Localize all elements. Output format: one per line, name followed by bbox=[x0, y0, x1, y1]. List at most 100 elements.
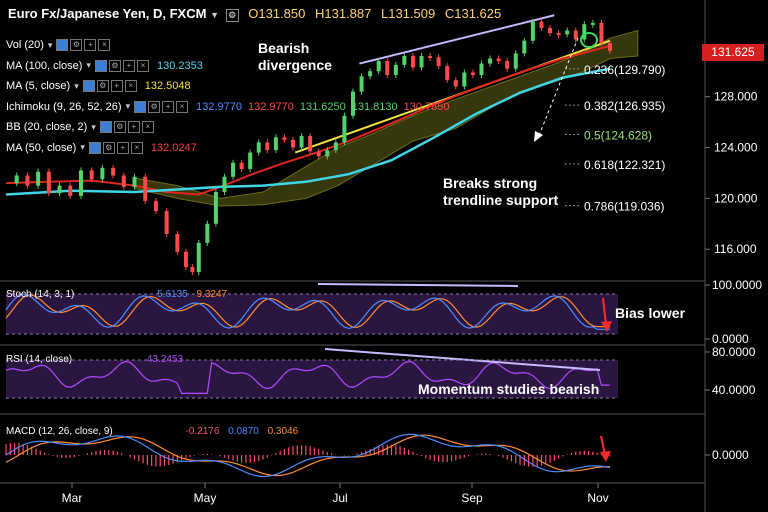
eye-icon[interactable] bbox=[88, 141, 101, 154]
plus-icon[interactable]: + bbox=[110, 80, 123, 93]
candle-body bbox=[205, 223, 210, 243]
candle-body bbox=[470, 72, 475, 76]
macd-signal-value: 0.3046 bbox=[267, 426, 299, 437]
candle-body bbox=[590, 22, 595, 25]
indicator-row[interactable]: MA (100, close) ▾ ⚙ + × 130.2353 bbox=[6, 56, 450, 77]
candle-body bbox=[402, 55, 407, 65]
close-icon[interactable]: × bbox=[98, 39, 111, 52]
ichimoku-value: 132.9770 bbox=[247, 100, 294, 113]
indicator-value: 132.0247 bbox=[150, 141, 197, 154]
stoch-d-line bbox=[5, 294, 610, 328]
candle-body bbox=[248, 152, 253, 170]
indicator-row[interactable]: Ichimoku (9, 26, 52, 26) ▾ ⚙ + × 132.9770 13… bbox=[6, 97, 450, 118]
eye-icon[interactable] bbox=[94, 59, 107, 72]
x-axis-label: Sep bbox=[461, 491, 483, 505]
indicator-row[interactable]: MA (50, close) ▾ ⚙ + × 132.0247 bbox=[6, 138, 450, 159]
ichimoku-value: 131.8130 bbox=[351, 100, 398, 113]
divergence-line bbox=[359, 14, 555, 65]
indicator-row[interactable]: MA (5, close) ▾ ⚙ + × 132.5048 bbox=[6, 76, 450, 97]
candle-body bbox=[164, 211, 169, 234]
candle-body bbox=[539, 21, 544, 28]
plus-icon[interactable]: + bbox=[116, 141, 129, 154]
candle-body bbox=[14, 175, 19, 184]
indicator-label: BB (20, close, 2) bbox=[6, 121, 88, 134]
eye-icon[interactable] bbox=[99, 121, 112, 134]
ma100-line bbox=[5, 67, 611, 196]
fib-level-label: 0.618(122.321) bbox=[584, 158, 665, 172]
price-axis-label: 128.000 bbox=[714, 90, 758, 104]
chevron-down-icon[interactable]: ▾ bbox=[125, 101, 131, 112]
indicator-value: 132.9770 bbox=[196, 100, 242, 113]
close-icon[interactable]: × bbox=[176, 100, 189, 113]
candle-body bbox=[273, 137, 278, 151]
close-value: C131.625 bbox=[444, 6, 502, 21]
candle-body bbox=[111, 167, 116, 176]
eye-icon[interactable] bbox=[56, 39, 69, 52]
symbol-title: Euro Fx/Japanese Yen, D, FXCM bbox=[8, 6, 207, 21]
gear-icon[interactable]: ⚙ bbox=[96, 80, 109, 93]
candle-body bbox=[143, 176, 148, 201]
ichimoku-value: 130.7850 bbox=[403, 100, 450, 113]
plus-icon[interactable]: + bbox=[84, 39, 97, 52]
stoch-axis-label: 0.0000 bbox=[712, 332, 749, 346]
candle-body bbox=[68, 185, 73, 196]
annotation-momentum: Momentum studies bearish bbox=[418, 381, 600, 397]
candle-body bbox=[350, 91, 355, 116]
candle-body bbox=[530, 21, 535, 41]
rsi-band bbox=[6, 360, 618, 398]
indicator-value: 130.2353 bbox=[156, 59, 203, 72]
candle-body bbox=[282, 137, 287, 140]
candle-body bbox=[78, 170, 83, 196]
chevron-down-icon[interactable]: ▾ bbox=[86, 60, 91, 71]
candle-body bbox=[522, 40, 527, 54]
candle-body bbox=[445, 66, 450, 81]
gear-icon[interactable]: ⚙ bbox=[108, 59, 121, 72]
settings-icon[interactable]: ⚙ bbox=[225, 9, 239, 22]
candle-body bbox=[316, 151, 321, 157]
candle-body bbox=[599, 22, 604, 44]
stoch-k: 5.6135 bbox=[157, 289, 188, 300]
indicator-row[interactable]: BB (20, close, 2) ▾ ⚙ + × bbox=[6, 117, 450, 138]
chevron-down-icon[interactable]: ▾ bbox=[91, 121, 96, 132]
gear-icon[interactable]: ⚙ bbox=[148, 100, 161, 113]
candle-body bbox=[121, 175, 126, 187]
annotation-trendline: trendline support bbox=[443, 192, 559, 208]
macd-hist: -0.2176 bbox=[185, 426, 220, 437]
gear-icon[interactable]: ⚙ bbox=[102, 141, 115, 154]
plus-icon[interactable]: + bbox=[162, 100, 175, 113]
breakout-arrow-head bbox=[534, 131, 543, 142]
annotation-bearish: Bearish bbox=[258, 40, 310, 56]
chevron-down-icon[interactable]: ▾ bbox=[80, 142, 85, 153]
gear-icon[interactable]: ⚙ bbox=[113, 121, 126, 134]
plus-icon[interactable]: + bbox=[122, 59, 135, 72]
close-icon[interactable]: × bbox=[141, 121, 154, 134]
macd-label: MACD (12, 26, close, 9) bbox=[6, 426, 113, 437]
fib-level-label: 0.236(129.790) bbox=[584, 63, 665, 77]
candle-body bbox=[496, 58, 501, 62]
indicator-row[interactable]: Vol (20) ▾ ⚙ + × bbox=[6, 35, 450, 56]
close-icon[interactable]: × bbox=[124, 80, 137, 93]
annotation-bias-lower: Bias lower bbox=[615, 305, 686, 321]
close-icon[interactable]: × bbox=[136, 59, 149, 72]
open-value: O131.850 bbox=[248, 6, 306, 21]
close-icon[interactable]: × bbox=[130, 141, 143, 154]
low-value: L131.509 bbox=[380, 6, 436, 21]
high-value: H131.887 bbox=[314, 6, 372, 21]
macd-arrow-head bbox=[600, 451, 611, 462]
plus-icon[interactable]: + bbox=[127, 121, 140, 134]
stoch-d: 9.3247 bbox=[196, 289, 228, 300]
rsi-axis-label: 80.0000 bbox=[712, 345, 756, 359]
eye-icon[interactable] bbox=[82, 80, 95, 93]
candle-body bbox=[393, 64, 398, 76]
symbol-dropdown-icon[interactable]: ▼ bbox=[210, 10, 219, 20]
indicator-value: 132.5048 bbox=[144, 80, 191, 93]
fib-level-label: 0.5(124.628) bbox=[584, 129, 652, 143]
chevron-down-icon[interactable]: ▾ bbox=[74, 80, 79, 91]
eye-icon[interactable] bbox=[134, 100, 147, 113]
candle-body bbox=[46, 171, 51, 194]
chevron-down-icon[interactable]: ▾ bbox=[47, 39, 53, 50]
candle-body bbox=[419, 55, 424, 68]
gear-icon[interactable]: ⚙ bbox=[70, 39, 83, 52]
candle-body bbox=[376, 61, 381, 72]
